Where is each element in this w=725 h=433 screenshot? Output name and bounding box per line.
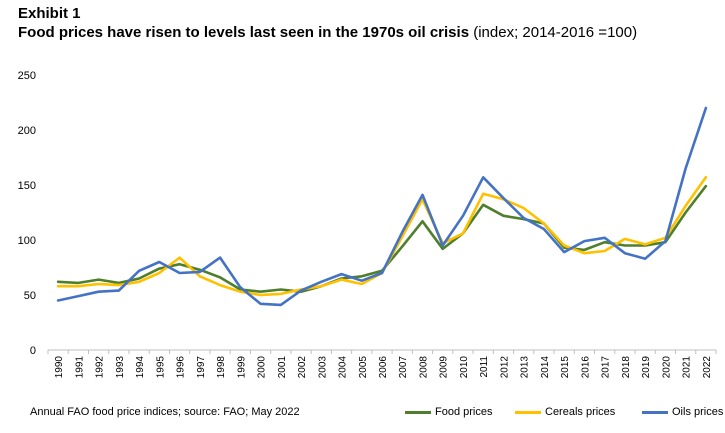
x-tick-label: 1995 — [155, 356, 166, 379]
y-axis: 0 50 100 150 200 250 — [18, 70, 36, 357]
x-tick-label: 1999 — [236, 356, 247, 379]
chart-subtitle: (index; 2014-2016 =100) — [469, 24, 638, 41]
x-axis: 1990 1991 1992 1993 1994 1995 1996 1997 1998 1999… — [47, 349, 717, 379]
x-tick-label: 2019 — [641, 356, 652, 379]
x-tick-label: 2013 — [520, 356, 531, 379]
x-tick-label: 1996 — [176, 356, 187, 379]
x-tick-label: 1997 — [196, 356, 207, 379]
x-tick-label: 1993 — [115, 356, 126, 379]
x-tick-label: 1990 — [54, 356, 65, 379]
x-tick-label: 2002 — [297, 356, 308, 379]
x-tick-label: 2022 — [702, 356, 713, 379]
x-tick-label: 2018 — [621, 356, 632, 379]
x-tick-label: 2010 — [459, 356, 470, 379]
x-tick-label: 2017 — [601, 356, 612, 379]
x-tick-label: 2000 — [257, 356, 268, 379]
x-tick-label: 2009 — [439, 356, 450, 379]
x-tick-label: 2004 — [338, 356, 349, 379]
x-tick-label: 2016 — [580, 356, 591, 379]
x-tick-label: 2006 — [378, 356, 389, 379]
x-tick-label: 2014 — [540, 356, 551, 379]
oils-legend-label: Oils prices — [672, 406, 724, 418]
x-tick-label: 2015 — [560, 356, 571, 379]
y-tick-label: 200 — [18, 125, 36, 137]
source-note: Annual FAO food price indices; source: F… — [30, 406, 300, 418]
y-tick-label: 100 — [18, 235, 36, 247]
legend-item-food: Food prices — [405, 406, 492, 418]
exhibit-label: Exhibit 1 — [18, 5, 81, 22]
x-tick-label: 2007 — [398, 356, 409, 379]
legend-item-cereals: Cereals prices — [515, 406, 615, 418]
x-tick-label: 2001 — [277, 356, 288, 379]
cereals-legend-swatch — [515, 410, 541, 414]
x-tick-label: 2008 — [418, 356, 429, 379]
cereals-prices-line — [56, 176, 708, 297]
x-tick-label: 2003 — [317, 356, 328, 379]
chart-headline: Food prices have risen to levels last se… — [18, 23, 637, 42]
oils-prices-line — [56, 106, 708, 307]
oils-legend-swatch — [642, 410, 668, 414]
y-tick-label: 250 — [18, 70, 36, 82]
x-tick-label: 2005 — [358, 356, 369, 379]
chart-title: Food prices have risen to levels last se… — [18, 24, 470, 41]
y-tick-label: 150 — [18, 180, 36, 192]
title-block: Exhibit 1 Food prices have risen to leve… — [18, 4, 637, 42]
food-legend-swatch — [405, 410, 431, 414]
series-lines — [56, 106, 708, 307]
x-tick-label: 1992 — [95, 356, 106, 379]
x-tick-label: 2011 — [479, 356, 490, 378]
x-tick-label: 1991 — [74, 356, 85, 379]
cereals-legend-label: Cereals prices — [545, 406, 616, 418]
legend-item-oils: Oils prices — [642, 406, 723, 418]
x-tick-label: 2020 — [661, 356, 672, 379]
x-tick-label: 1998 — [216, 356, 227, 379]
food-legend-label: Food prices — [435, 406, 493, 418]
y-tick-label: 0 — [30, 345, 36, 357]
x-tick-label: 1994 — [135, 356, 146, 379]
x-tick-label: 2021 — [682, 356, 693, 379]
x-tick-label: 2012 — [499, 356, 510, 379]
y-tick-label: 50 — [24, 290, 36, 302]
